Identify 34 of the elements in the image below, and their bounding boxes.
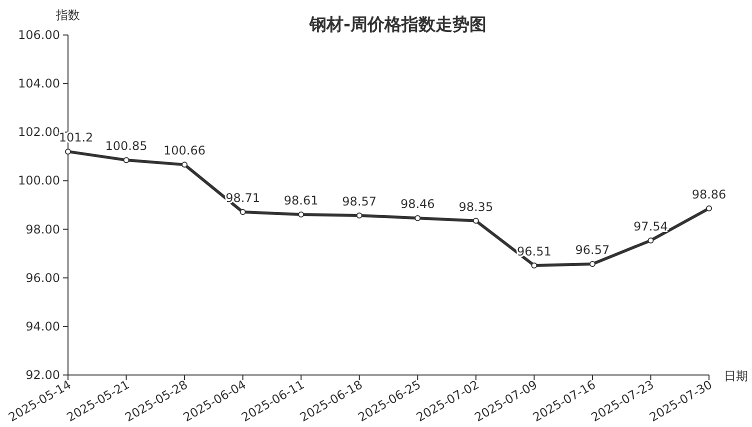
chart-title: 钢材-周价格指数走势图 — [308, 15, 487, 35]
point — [182, 162, 188, 168]
data-label: 98.86 — [692, 187, 726, 202]
data-label: 96.57 — [575, 243, 610, 258]
point — [123, 157, 130, 164]
point — [356, 212, 362, 218]
data-label: 98.35 — [458, 200, 494, 214]
data-label: 97.54 — [634, 219, 668, 234]
y-tick-label: 104.00 — [18, 76, 60, 91]
y-tick-label: 100.00 — [18, 174, 60, 188]
point — [648, 237, 654, 244]
point — [414, 215, 421, 222]
y-tick-label: 94.00 — [26, 319, 60, 334]
data-label: 100.85 — [105, 139, 148, 154]
data-label: 96.51 — [517, 244, 552, 258]
data-label: 98.71 — [226, 191, 260, 206]
point — [65, 148, 71, 155]
data-label: 98.46 — [400, 197, 435, 212]
y-tick-label: 96.00 — [26, 270, 60, 285]
point — [589, 261, 596, 268]
y-tick-label: 102.00 — [18, 125, 60, 140]
data-label: 100.66 — [164, 144, 206, 158]
data-label: 98.61 — [284, 193, 318, 208]
point — [531, 262, 538, 268]
y-tick-label: 98.00 — [26, 222, 60, 236]
x-axis-title: 日期 — [724, 369, 748, 383]
point — [706, 205, 712, 212]
data-label: 98.57 — [342, 194, 377, 208]
y-axis-title: 指数 — [55, 8, 80, 22]
y-tick-label: 92.00 — [26, 368, 60, 382]
point — [472, 218, 479, 224]
point — [298, 211, 304, 218]
point — [240, 209, 246, 216]
y-tick-label: 106.00 — [18, 28, 60, 42]
